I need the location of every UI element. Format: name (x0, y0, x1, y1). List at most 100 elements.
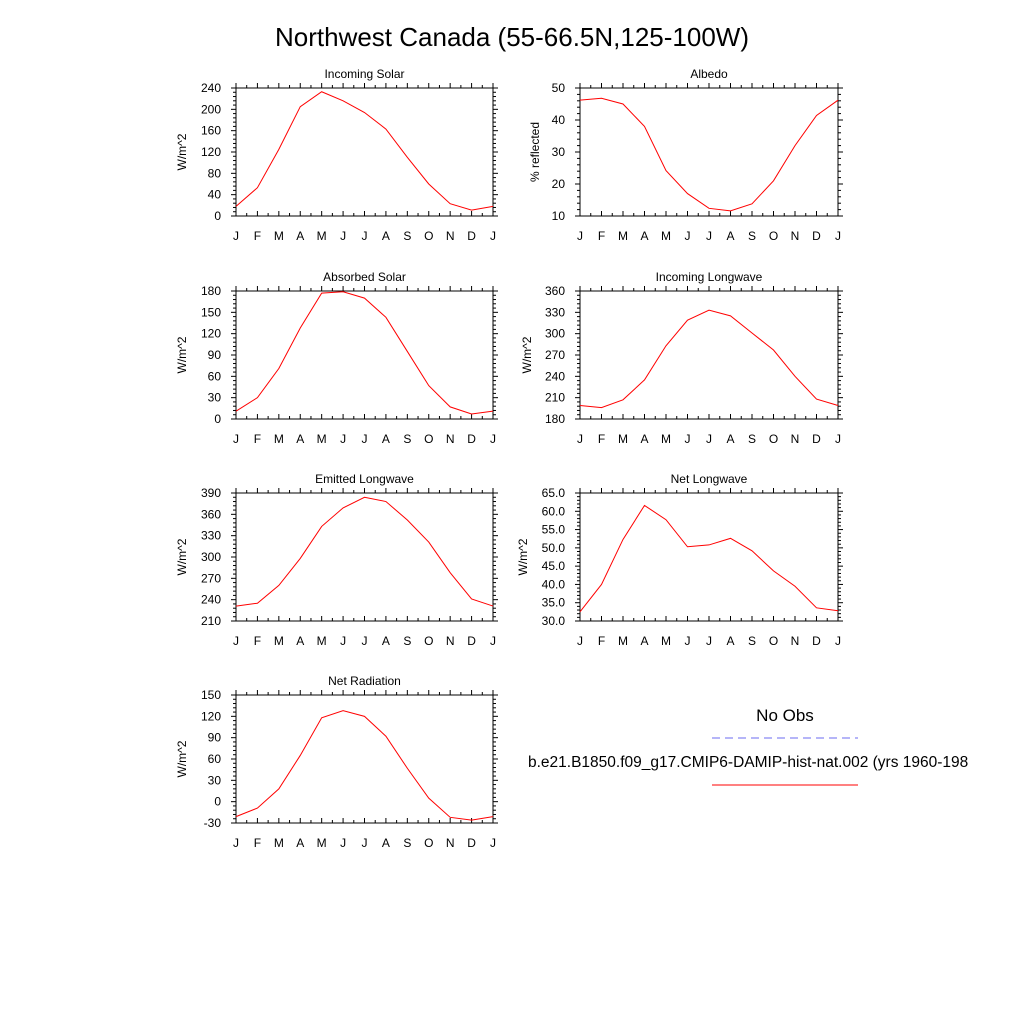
incoming-solar-ytick-label: 0 (214, 209, 221, 223)
albedo-xtick-label: J (577, 229, 583, 243)
net-longwave-series-line (579, 504, 839, 613)
absorbed-solar-xtick-label: D (467, 432, 476, 446)
emitted-longwave-xtick-label: A (382, 634, 390, 648)
incoming-solar-xtick-label: F (254, 229, 261, 243)
incoming-solar-ytick-label: 40 (208, 188, 222, 202)
net-radiation-title: Net Radiation (328, 674, 401, 688)
albedo-xtick-label: J (835, 229, 841, 243)
net-longwave-xtick-label: J (577, 634, 583, 648)
absorbed-solar-xtick-label: M (317, 432, 327, 446)
net-longwave-ytick-label: 60.0 (542, 504, 566, 518)
emitted-longwave-ytick-label: 270 (201, 571, 221, 585)
net-longwave-xtick-label: O (769, 634, 778, 648)
absorbed-solar-xtick-label: O (424, 432, 433, 446)
incoming-solar-xtick-label: J (490, 229, 496, 243)
net-radiation-xtick-label: S (403, 836, 411, 850)
incoming-longwave-series-line (579, 309, 839, 409)
net-radiation-ytick-label: 0 (214, 795, 221, 809)
net-radiation-xtick-label: D (467, 836, 476, 850)
absorbed-solar-ytick-label: 90 (208, 348, 222, 362)
absorbed-solar-xtick-label: J (490, 432, 496, 446)
albedo-ytick-label: 10 (552, 209, 566, 223)
net-radiation-plot-frame (235, 694, 494, 824)
net-radiation-xtick-label: J (490, 836, 496, 850)
incoming-solar-series-line (235, 91, 494, 211)
net-longwave-ytick-label: 50.0 (542, 541, 566, 555)
emitted-longwave-ylabel: W/m^2 (175, 538, 189, 575)
absorbed-solar-ytick-label: 120 (201, 327, 221, 341)
albedo-xtick-label: N (791, 229, 800, 243)
incoming-longwave-xtick-label: F (598, 432, 605, 446)
net-longwave-xtick-label: N (791, 634, 800, 648)
emitted-longwave-xtick-label: F (254, 634, 261, 648)
net-longwave-xtick-label: J (835, 634, 841, 648)
emitted-longwave-xtick-label: S (403, 634, 411, 648)
absorbed-solar-ytick-label: 150 (201, 305, 221, 319)
incoming-longwave-ytick-label: 360 (545, 284, 565, 298)
incoming-longwave-ytick-label: 330 (545, 305, 565, 319)
incoming-longwave-ylabel: W/m^2 (520, 336, 534, 373)
albedo-ytick-label: 30 (552, 145, 566, 159)
incoming-solar-ytick-label: 240 (201, 81, 221, 95)
net-longwave-ytick-label: 65.0 (542, 486, 566, 500)
net-radiation-xtick-label: O (424, 836, 433, 850)
emitted-longwave-ytick-label: 330 (201, 529, 221, 543)
albedo-xtick-label: O (769, 229, 778, 243)
emitted-longwave-xtick-label: M (317, 634, 327, 648)
incoming-longwave-xtick-label: D (812, 432, 821, 446)
incoming-longwave-ytick-label: 270 (545, 348, 565, 362)
legend: No Obs b.e21.B1850.f09_g17.CMIP6-DAMIP-h… (528, 706, 968, 786)
incoming-solar-title: Incoming Solar (324, 67, 404, 81)
emitted-longwave-xtick-label: D (467, 634, 476, 648)
absorbed-solar-ytick-label: 30 (208, 391, 222, 405)
net-radiation-ytick-label: 90 (208, 731, 222, 745)
incoming-solar-xtick-label: S (403, 229, 411, 243)
albedo-xtick-label: J (685, 229, 691, 243)
incoming-longwave-xtick-label: A (726, 432, 734, 446)
incoming-solar-xtick-label: J (362, 229, 368, 243)
emitted-longwave-ytick-label: 390 (201, 486, 221, 500)
incoming-longwave-xtick-label: A (640, 432, 648, 446)
albedo-ytick-label: 40 (552, 113, 566, 127)
albedo-ytick-label: 20 (552, 177, 566, 191)
incoming-longwave-ytick-label: 180 (545, 412, 565, 426)
absorbed-solar-series-line (235, 291, 494, 415)
albedo-xtick-label: A (640, 229, 648, 243)
incoming-longwave-ytick-label: 240 (545, 369, 565, 383)
net-longwave-xtick-label: A (726, 634, 734, 648)
incoming-longwave-xtick-label: J (685, 432, 691, 446)
incoming-solar-xtick-label: J (233, 229, 239, 243)
net-radiation-xtick-label: J (340, 836, 346, 850)
albedo-xtick-label: M (618, 229, 628, 243)
net-radiation-ytick-label: 60 (208, 752, 222, 766)
net-radiation-ytick-label: -30 (204, 816, 222, 830)
incoming-solar-plot-frame (235, 87, 494, 217)
absorbed-solar-ytick-label: 0 (214, 412, 221, 426)
emitted-longwave-xtick-label: M (274, 634, 284, 648)
incoming-solar-ytick-label: 80 (208, 166, 222, 180)
net-longwave-xtick-label: M (618, 634, 628, 648)
net-radiation-xtick-label: A (296, 836, 304, 850)
net-longwave-ytick-label: 55.0 (542, 523, 566, 537)
net-longwave-ytick-label: 40.0 (542, 577, 566, 591)
emitted-longwave-title: Emitted Longwave (315, 472, 414, 486)
albedo-title: Albedo (690, 67, 728, 81)
absorbed-solar-ytick-label: 180 (201, 284, 221, 298)
albedo-xtick-label: J (706, 229, 712, 243)
absorbed-solar-xtick-label: A (296, 432, 304, 446)
absorbed-solar-xtick-label: A (382, 432, 390, 446)
emitted-longwave-xtick-label: J (490, 634, 496, 648)
net-radiation-series-line (235, 710, 494, 821)
net-radiation-xtick-label: M (317, 836, 327, 850)
legend-obs-label: No Obs (756, 706, 814, 725)
net-longwave-ytick-label: 45.0 (542, 559, 566, 573)
albedo-ylabel: % reflected (528, 122, 542, 182)
emitted-longwave-series-line (235, 496, 494, 607)
emitted-longwave-xtick-label: A (296, 634, 304, 648)
net-longwave-xtick-label: F (598, 634, 605, 648)
absorbed-solar-xtick-label: J (362, 432, 368, 446)
